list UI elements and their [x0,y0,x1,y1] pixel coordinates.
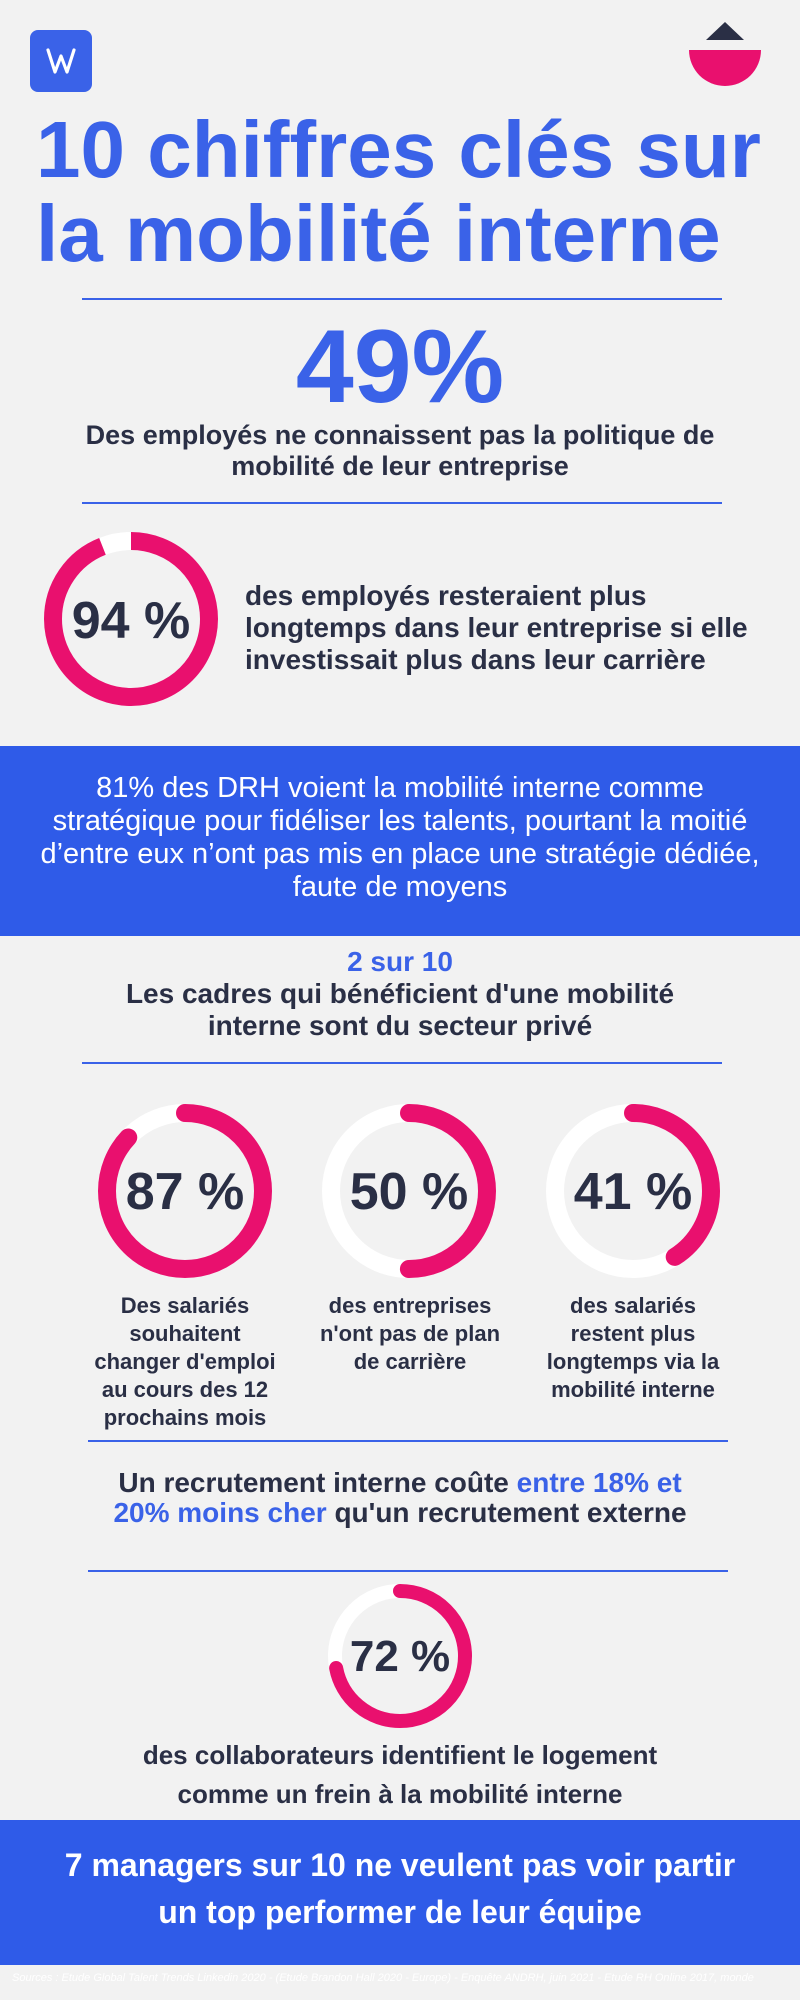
ring-chart-72 [328,1584,472,1728]
ring-41-value: 41 % [573,1163,693,1221]
cadres-text: Les cadres qui bénéficient d'une mobilit… [125,978,675,1041]
managers-banner-text: 7 managers sur 10 ne veulent pas voir pa… [64,1847,736,1930]
divider [88,1570,728,1572]
ring-arc-41 [546,1104,720,1278]
divider [82,1062,722,1064]
ring-50-text: des entreprises n'ont pas de plan de car… [319,1293,501,1374]
managers-banner: 7 managers sur 10 ne veulent pas voir pa… [0,1820,800,1965]
stat-49-value: 49% [295,309,505,425]
ring-50-value: 50 % [349,1163,469,1221]
divider [82,298,722,300]
ring-87-text: Des salariés souhaitent changer d'emploi… [94,1293,276,1430]
stat-94-text: des employés resteraient plus longtemps … [245,580,748,675]
ring-chart-41 [546,1104,720,1278]
divider [88,1440,728,1442]
donut-chart-94 [44,532,218,706]
ring-41-text: des salariés restent plus longtemps via … [546,1293,720,1402]
ring-arc-50 [322,1104,496,1278]
ring-chart-87 [98,1104,272,1278]
stat-49-text: Des employés ne connaissent pas la polit… [85,420,715,481]
drh-banner-text: 81% des DRH voient la mobilité interne c… [40,772,760,903]
w-logo-icon[interactable] [30,30,92,92]
page-title: 10 chiffres clés sur la mobilité interne [36,108,776,276]
stat-72-value: 72 % [349,1632,451,1681]
recrutement-before: Un recrutement interne coûte [118,1467,517,1498]
donut-arc-94 [44,532,218,706]
cadres-headline: 2 sur 10 [347,946,453,977]
title-line-2: la mobilité interne [36,189,721,278]
ring-87-value: 87 % [125,1163,245,1221]
stat-94-value: 94 % [71,592,191,650]
ring-chart-50 [322,1104,496,1278]
triangle-halfcircle-icon [689,22,761,86]
ring-arc-87 [98,1104,272,1278]
title-line-1: 10 chiffres clés sur [36,105,761,194]
drh-banner: 81% des DRH voient la mobilité interne c… [0,746,800,936]
recrutement-after: qu'un recrutement externe [326,1497,687,1528]
divider [82,502,722,504]
recrutement-highlight: entre 18% et 20% moins cher [113,1467,682,1528]
ring-arc-72 [328,1584,472,1728]
recrutement-text: Un recrutement interne coûte entre 18% e… [110,1468,690,1528]
stat-72-text: des collaborateurs identifient le logeme… [142,1740,658,1809]
sources-text: Sources : Etude Global Talent Trends Lin… [12,1972,754,1984]
